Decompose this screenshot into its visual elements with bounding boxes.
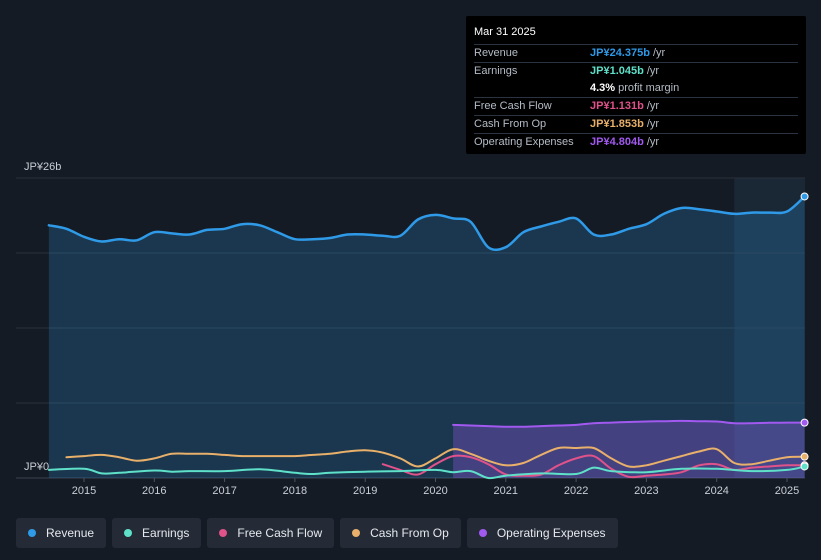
tooltip-unit: /yr	[646, 136, 660, 148]
tooltip-value: JP¥24.375b	[590, 47, 650, 59]
earnings-line	[47, 465, 806, 480]
legend: Revenue Earnings Free Cash Flow Cash Fro…	[16, 518, 618, 548]
series-areas	[48, 196, 805, 478]
revenue-endpoint	[800, 192, 809, 201]
tooltip-unit: /yr	[646, 65, 660, 77]
earnings-endpoint	[800, 462, 809, 471]
x-tick-label: 2025	[775, 485, 799, 497]
legend-item-operating-expenses[interactable]: Operating Expenses	[466, 518, 618, 548]
tooltip-unit: /yr	[652, 47, 666, 59]
legend-item-revenue[interactable]: Revenue	[16, 518, 107, 548]
tooltip-row-free-cash-flow: Free Cash Flow JP¥1.131b /yr	[474, 97, 798, 115]
x-tick-label: 2020	[423, 485, 447, 497]
cash-from-op-endpoint	[800, 452, 809, 461]
tooltip-row-earnings: Earnings JP¥1.045b /yr	[474, 62, 798, 80]
tooltip-value: JP¥1.853b	[590, 118, 644, 130]
tooltip-label: Cash From Op	[474, 118, 547, 130]
tooltip-panel: Mar 31 2025 Revenue JP¥24.375b /yr Earni…	[466, 16, 806, 154]
legend-dot-icon	[219, 529, 228, 537]
y-axis-bottom-label: JP¥0	[24, 461, 49, 473]
tooltip-row-profit-margin: 4.3% profit margin	[474, 80, 798, 97]
tooltip-label: Earnings	[474, 65, 518, 77]
series-endpoints	[800, 192, 809, 471]
tooltip-unit: profit margin	[618, 82, 680, 94]
tooltip-date: Mar 31 2025	[474, 26, 536, 38]
tooltip-label: Revenue	[474, 47, 519, 59]
tooltip-label	[474, 80, 590, 97]
revenue-area	[48, 196, 805, 478]
x-tick-label: 2016	[142, 485, 166, 497]
revenue-line	[47, 195, 806, 251]
tooltip-row-revenue: Revenue JP¥24.375b /yr	[474, 44, 798, 62]
tooltip-label: Free Cash Flow	[474, 100, 552, 112]
tooltip-unit: /yr	[646, 100, 660, 112]
cash-from-op-line	[65, 446, 806, 468]
tooltip-row-cash-from-op: Cash From Op JP¥1.853b /yr	[474, 115, 798, 133]
legend-label: Earnings	[142, 526, 190, 540]
legend-item-cash-from-op[interactable]: Cash From Op	[340, 518, 461, 548]
tooltip-value: JP¥1.131b	[590, 100, 644, 112]
legend-label: Revenue	[46, 526, 95, 540]
x-tick-label: 2021	[494, 485, 518, 497]
legend-item-free-cash-flow[interactable]: Free Cash Flow	[207, 518, 335, 548]
x-tick-label: 2023	[634, 485, 658, 497]
legend-label: Free Cash Flow	[237, 526, 323, 540]
legend-dot-icon	[478, 529, 487, 537]
legend-item-earnings[interactable]: Earnings	[112, 518, 202, 548]
legend-label: Operating Expenses	[496, 526, 606, 540]
tooltip-row-operating-expenses: Operating Expenses JP¥4.804b /yr	[474, 133, 798, 151]
x-tick-label: 2018	[283, 485, 307, 497]
tooltip-label: Operating Expenses	[474, 136, 574, 148]
x-tick-label: 2022	[564, 485, 588, 497]
tooltip-value: JP¥1.045b	[590, 65, 644, 77]
series-lines	[47, 195, 806, 480]
y-axis-top-label: JP¥26b	[24, 161, 61, 173]
legend-label: Cash From Op	[370, 526, 449, 540]
operating-expenses-area	[453, 420, 805, 478]
operating-expenses-endpoint	[800, 418, 809, 427]
legend-dot-icon	[124, 529, 133, 537]
tooltip-unit: /yr	[646, 118, 660, 130]
legend-dot-icon	[28, 529, 36, 537]
legend-dot-icon	[352, 529, 361, 537]
tooltip-value: 4.3%	[590, 82, 616, 94]
operating-expenses-line	[452, 419, 806, 428]
x-tick-label: 2019	[353, 485, 377, 497]
x-tick-label: 2015	[72, 485, 96, 497]
x-axis: 2015 2016 2017 2018 2019 2020 2021 2022 2023 2024…	[72, 478, 799, 497]
x-tick-label: 2024	[704, 485, 728, 497]
gridlines	[16, 177, 805, 479]
x-tick-label: 2017	[212, 485, 236, 497]
tooltip-value: JP¥4.804b	[590, 136, 644, 148]
